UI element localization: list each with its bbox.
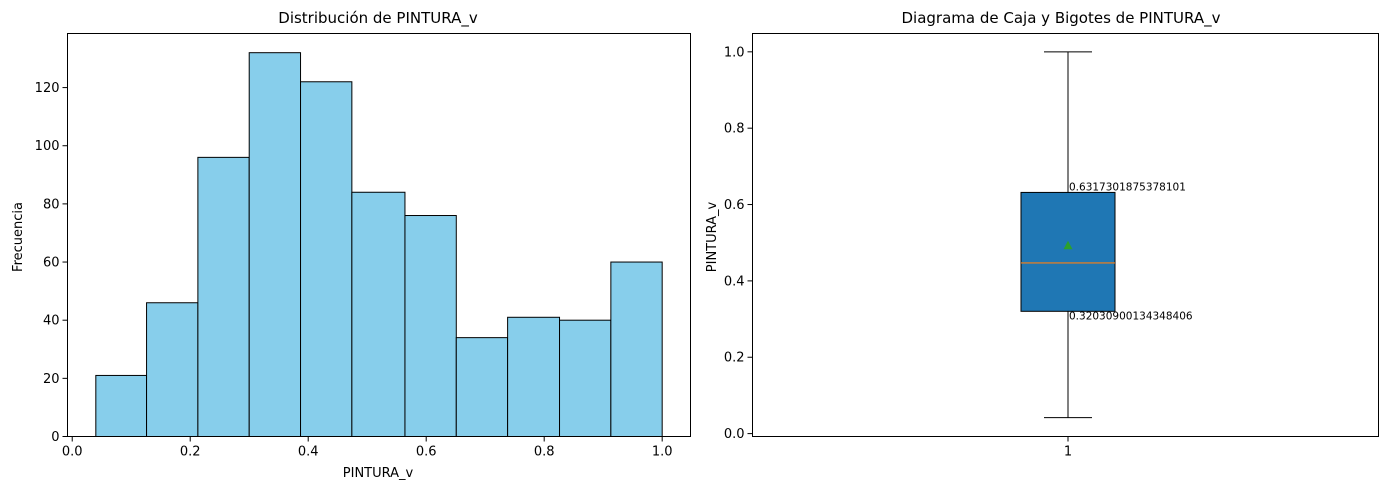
y-tick-label: 0.6 (724, 198, 745, 213)
histogram-title: Distribución de PINTURA_v (278, 9, 478, 28)
histogram-bar (197, 156, 250, 437)
histogram-bars (95, 52, 663, 438)
boxplot-panel: Diagrama de Caja y Bigotes de PINTURA_v … (705, 9, 1379, 460)
x-tick-label: 0.2 (180, 445, 201, 460)
y-tick-label: 20 (43, 372, 60, 387)
x-tick-label: 0.4 (298, 445, 319, 460)
x-tick-label: 0.8 (534, 445, 555, 460)
boxplot-y-ticks: 0.0 0.2 0.4 0.6 0.8 1.0 (724, 45, 753, 442)
y-tick-label: 0.0 (724, 427, 745, 442)
y-tick-label: 40 (43, 314, 60, 329)
q3-annotation: 0.6317301875378101 (1069, 181, 1186, 193)
histogram-bar (248, 52, 302, 437)
histogram-bar (455, 337, 509, 438)
boxplot-title: Diagrama de Caja y Bigotes de PINTURA_v (902, 9, 1221, 28)
histogram-bar (300, 81, 353, 437)
y-tick-label: 0.8 (724, 122, 745, 137)
iqr-box (1020, 191, 1116, 312)
histogram-y-ticks: 0 20 40 60 80 100 120 (35, 81, 68, 445)
histogram-bar (351, 191, 406, 437)
q1-annotation: 0.32030900134348406 (1069, 310, 1193, 322)
y-tick-label: 0.4 (724, 274, 745, 289)
y-tick-label: 60 (43, 256, 60, 271)
histogram-y-axis-label: Frecuencia (11, 202, 26, 272)
histogram-bar (507, 316, 561, 437)
histogram-bar (146, 302, 199, 437)
boxplot-x-ticks: 1 (1064, 436, 1072, 460)
boxplot-y-axis-label: PINTURA_v (705, 201, 720, 272)
mean-marker (1063, 240, 1073, 250)
x-tick-label: 0.0 (62, 445, 83, 460)
histogram-bar (559, 319, 612, 438)
y-tick-label: 120 (35, 81, 60, 96)
y-tick-label: 80 (43, 197, 60, 212)
y-tick-label: 100 (35, 139, 60, 154)
x-tick-label: 1 (1064, 445, 1072, 460)
boxplot-body: 0.6317301875378101 0.32030900134348406 (1020, 51, 1193, 419)
y-tick-label: 0 (51, 430, 59, 445)
histogram-bar (404, 215, 457, 437)
histogram-bar (610, 261, 663, 438)
x-tick-label: 1.0 (652, 445, 673, 460)
y-tick-label: 0.2 (724, 351, 745, 366)
boxplot-plot-frame (752, 33, 1379, 437)
y-tick-label: 1.0 (724, 45, 745, 60)
histogram-bar (95, 374, 148, 437)
histogram-x-ticks: 0.0 0.2 0.4 0.6 0.8 1.0 (62, 436, 673, 460)
histogram-x-axis-label: PINTURA_v (343, 466, 414, 481)
x-tick-label: 0.6 (416, 445, 437, 460)
histogram-panel: Distribución de PINTURA_v 0.0 0.2 0.4 0.6 0.… (11, 9, 691, 481)
histogram-plot-frame (67, 33, 691, 437)
